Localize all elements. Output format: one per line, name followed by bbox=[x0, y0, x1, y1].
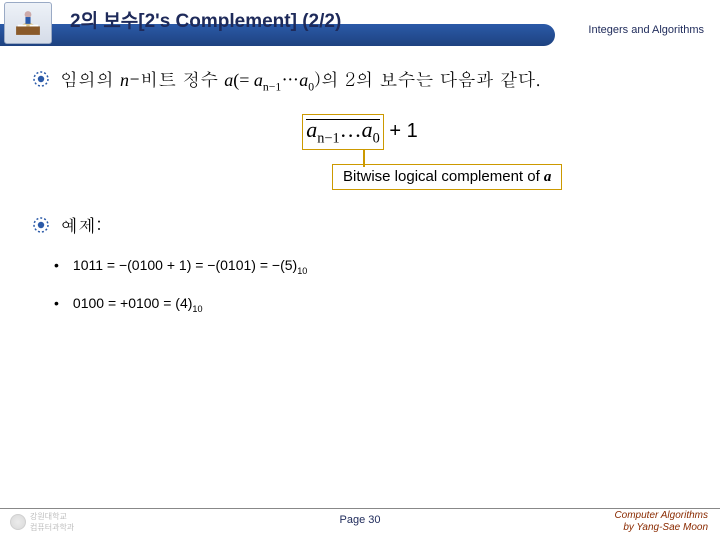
header-icon bbox=[4, 2, 52, 44]
bullet-1: 임의의 n-비트 정수 a(= an−1…a0)의 2의 보수는 다음과 같다. bbox=[32, 66, 688, 96]
t: a bbox=[254, 70, 263, 90]
callout-a: a bbox=[544, 169, 552, 185]
n-var: n bbox=[120, 70, 129, 90]
header-corner-label: Integers and Algorithms bbox=[588, 24, 704, 36]
t: 컴퓨터과학과 bbox=[30, 522, 74, 533]
footer-attribution: Computer Algorithms by Yang-Sae Moon bbox=[614, 510, 708, 533]
t: -비트 정수 bbox=[129, 67, 224, 92]
t: a bbox=[299, 70, 308, 90]
footer-divider bbox=[0, 508, 720, 509]
slide-header: 2의 보수[2's Complement] (2/2) Integers and… bbox=[0, 0, 720, 42]
formula-block: an−1…a0 + 1 bbox=[32, 114, 688, 149]
t: 임의의 bbox=[60, 67, 120, 92]
bullet-2: 예제: bbox=[32, 212, 688, 239]
t: a bbox=[306, 117, 317, 142]
t: 강원대학교 bbox=[30, 511, 74, 522]
dot: • bbox=[54, 257, 59, 273]
dot: • bbox=[54, 295, 59, 311]
formula: an−1…a0 + 1 bbox=[302, 114, 417, 149]
plus-one: + 1 bbox=[384, 120, 418, 142]
t: = +0100 = (4) bbox=[104, 295, 192, 311]
callout-text: Bitwise logical complement of bbox=[343, 168, 544, 185]
t: 0 bbox=[373, 131, 380, 147]
base: 10 bbox=[297, 265, 307, 275]
t: n−1 bbox=[317, 131, 339, 147]
t: n−1 bbox=[263, 81, 281, 94]
callout-box: Bitwise logical complement of a bbox=[332, 164, 562, 190]
t: … bbox=[340, 117, 362, 142]
title-main: 2의 보수[2's Complement] bbox=[70, 11, 302, 32]
t: Computer Algorithms bbox=[614, 510, 708, 522]
t: 0100 bbox=[73, 295, 104, 311]
example-list: • 1011 = −(0100 + 1) = −(0101) = −(5)10 … bbox=[54, 257, 688, 315]
example-text: 1011 = −(0100 + 1) = −(0101) = −(5)10 bbox=[73, 257, 307, 276]
t: = −(0100 + 1) = −(0101) = −(5) bbox=[103, 257, 297, 273]
slide-title: 2의 보수[2's Complement] (2/2) bbox=[70, 6, 341, 33]
bullet-2-text: 예제: bbox=[60, 212, 102, 239]
complement-box: an−1…a0 bbox=[302, 114, 384, 149]
t: 1011 bbox=[73, 257, 103, 273]
example-item: • 1011 = −(0100 + 1) = −(0101) = −(5)10 bbox=[54, 257, 688, 276]
logo-text: 강원대학교 컴퓨터과학과 bbox=[30, 511, 74, 533]
example-item: • 0100 = +0100 = (4)10 bbox=[54, 295, 688, 314]
t: )의 2의 보수는 다음과 같다. bbox=[314, 67, 541, 92]
reading-person-icon bbox=[11, 6, 45, 40]
t: a bbox=[362, 117, 373, 142]
base: 10 bbox=[192, 304, 202, 314]
bullet-icon bbox=[32, 216, 50, 239]
footer-logo: 강원대학교 컴퓨터과학과 bbox=[10, 513, 100, 531]
a-var: a bbox=[224, 70, 233, 90]
t: (= bbox=[233, 70, 254, 90]
logo-circle-icon bbox=[10, 514, 26, 530]
t: … bbox=[281, 67, 299, 92]
example-text: 0100 = +0100 = (4)10 bbox=[73, 295, 203, 314]
title-sub: (2/2) bbox=[302, 11, 341, 32]
bullet-icon bbox=[32, 70, 50, 93]
bullet-1-text: 임의의 n-비트 정수 a(= an−1…a0)의 2의 보수는 다음과 같다. bbox=[60, 66, 541, 96]
t: by Yang-Sae Moon bbox=[614, 522, 708, 534]
slide-footer: 강원대학교 컴퓨터과학과 Page 30 Computer Algorithms… bbox=[0, 508, 720, 536]
page-number: Page 30 bbox=[340, 514, 381, 526]
slide-content: 임의의 n-비트 정수 a(= an−1…a0)의 2의 보수는 다음과 같다.… bbox=[0, 42, 720, 314]
